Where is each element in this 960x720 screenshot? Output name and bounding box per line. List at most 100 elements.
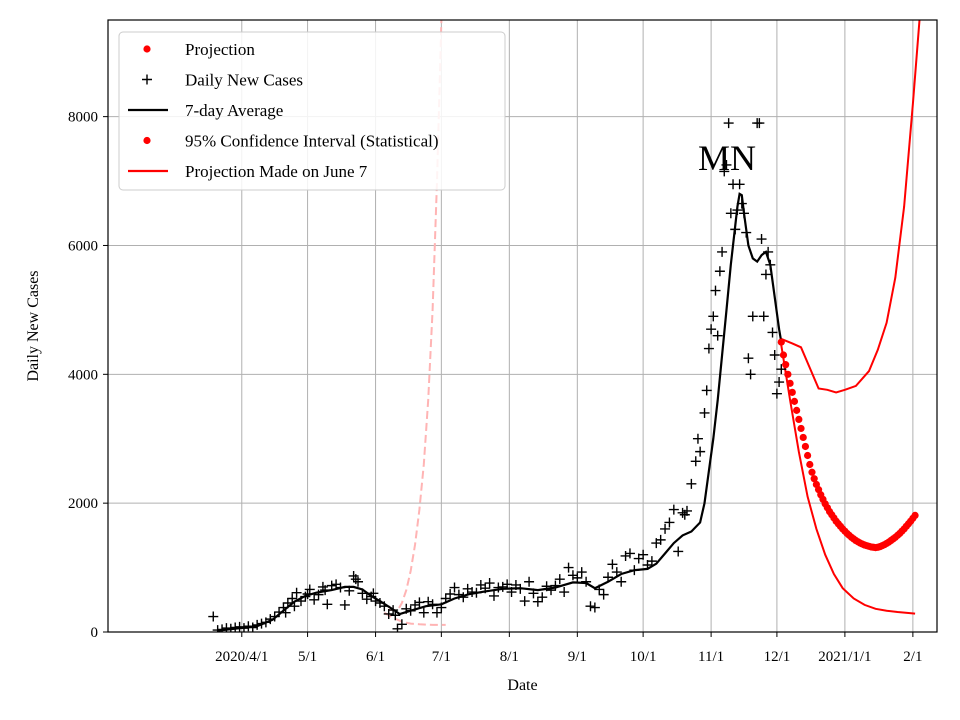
daily-case-point-151 <box>767 327 778 338</box>
daily-case-point-120 <box>695 446 706 457</box>
x-tick-label-10: 2/1 <box>903 649 922 665</box>
projection-point-4 <box>786 379 794 387</box>
projection-point-10 <box>799 433 807 442</box>
projection-point-5 <box>788 388 796 396</box>
daily-case-point-86 <box>554 574 565 585</box>
daily-case-point-93 <box>585 601 596 612</box>
daily-case-point-128 <box>714 266 725 277</box>
x-tick-label-8: 12/1 <box>764 649 791 665</box>
daily-case-point-114 <box>677 507 688 518</box>
legend: Projection Daily New Cases 7-day Average 95… <box>118 31 506 191</box>
daily-case-point-98 <box>607 559 618 570</box>
projection-point-8 <box>795 415 803 424</box>
legend-marker-0 <box>143 45 151 53</box>
daily-case-point-129 <box>717 246 728 257</box>
plot-frame <box>107 19 938 633</box>
tick-labels: 2020/4/1 5/1 6/1 7/1 8/1 9/1 10/1 11/1 12/1 2021/… <box>68 110 922 665</box>
y-tick-label-1: 2000 <box>68 496 98 512</box>
daily-case-point-147 <box>758 311 769 322</box>
projection-point-11 <box>801 442 810 451</box>
june-projection-lower-line <box>383 611 446 626</box>
axes <box>107 19 938 633</box>
legend-label-1: Daily New Cases <box>185 71 303 90</box>
daily-case-point-145 <box>754 118 765 129</box>
daily-case-point-131 <box>721 159 732 170</box>
daily-case-point-81 <box>532 596 543 607</box>
daily-case-point-142 <box>745 369 756 380</box>
daily-case-point-50 <box>396 619 407 630</box>
daily-case-point-90 <box>572 572 583 583</box>
projection-point-15 <box>810 475 818 483</box>
y-axis-label: Daily New Cases <box>25 270 42 381</box>
daily-case-point-148 <box>760 269 771 280</box>
daily-case-point-122 <box>701 385 712 396</box>
confidence-interval-series <box>780 20 921 615</box>
state-annotation: MN <box>698 138 756 178</box>
daily-case-point-112 <box>668 504 679 515</box>
daily-case-point-37 <box>350 574 361 585</box>
daily-case-point-82 <box>537 592 548 603</box>
x-tick-label-4: 8/1 <box>500 649 519 665</box>
x-tick-label-3: 7/1 <box>432 649 451 665</box>
projection-markers <box>777 338 919 552</box>
daily-case-point-155 <box>776 364 787 375</box>
daily-case-point-109 <box>655 534 666 545</box>
x-tick-label-6: 10/1 <box>630 649 657 665</box>
daily-case-point-132 <box>723 118 734 129</box>
daily-case-point-79 <box>524 576 535 587</box>
daily-case-point-96 <box>598 589 609 600</box>
daily-case-point-55 <box>418 607 429 618</box>
daily-case-point-102 <box>624 548 635 559</box>
y-tick-label-2: 4000 <box>68 367 98 383</box>
projection-point-7 <box>793 406 801 414</box>
june-projection-upper-line <box>388 20 443 612</box>
legend-label-0: Projection <box>185 40 255 59</box>
projection-point-9 <box>797 424 805 433</box>
daily-case-point-26 <box>309 594 320 605</box>
daily-case-point-58 <box>431 607 442 618</box>
legend-label-3: 95% Confidence Interval (Statistical) <box>185 132 439 151</box>
y-tick-label-3: 6000 <box>68 238 98 254</box>
daily-case-point-78 <box>519 596 530 607</box>
projection-point-3 <box>784 370 792 378</box>
legend-label-4: Projection Made on June 7 <box>185 162 368 181</box>
june-projection-series <box>383 20 446 626</box>
daily-case-point-105 <box>638 549 649 560</box>
daily-case-point-130 <box>719 166 730 177</box>
daily-case-point-71 <box>488 590 499 601</box>
daily-case-point-125 <box>708 311 719 322</box>
projection-point-14 <box>808 468 816 476</box>
daily-case-point-107 <box>646 556 657 567</box>
projection-point-13 <box>806 460 814 469</box>
x-tick-label-5: 9/1 <box>568 649 587 665</box>
daily-case-point-116 <box>681 505 692 516</box>
x-tick-label-0: 2020/4/1 <box>215 649 268 665</box>
daily-case-point-34 <box>339 599 350 610</box>
daily-case-point-49 <box>392 623 403 632</box>
projection-point-61 <box>911 511 919 519</box>
daily-case-point-119 <box>692 433 703 444</box>
daily-case-point-94 <box>589 602 600 613</box>
daily-case-point-117 <box>686 478 697 489</box>
daily-case-point-19 <box>287 593 298 604</box>
x-axis-label: Date <box>507 677 537 694</box>
projection-point-2 <box>782 361 790 369</box>
daily-case-point-126 <box>710 285 721 296</box>
daily-case-point-113 <box>673 546 684 557</box>
daily-case-point-91 <box>576 567 587 578</box>
daily-case-point-88 <box>563 562 574 573</box>
y-tick-label-0: 0 <box>91 625 99 641</box>
daily-case-point-141 <box>743 353 754 364</box>
daily-case-point-110 <box>660 523 671 534</box>
daily-case-point-111 <box>664 517 675 528</box>
projection-point-12 <box>804 451 812 460</box>
daily-case-point-154 <box>774 377 785 388</box>
daily-case-point-70 <box>484 578 495 589</box>
x-tick-label-9: 2021/1/1 <box>818 649 871 665</box>
daily-case-point-123 <box>703 343 714 354</box>
daily-case-point-21 <box>291 587 302 598</box>
daily-case-point-54 <box>414 597 425 608</box>
daily-case-point-118 <box>690 456 701 467</box>
daily-case-point-143 <box>747 311 758 322</box>
